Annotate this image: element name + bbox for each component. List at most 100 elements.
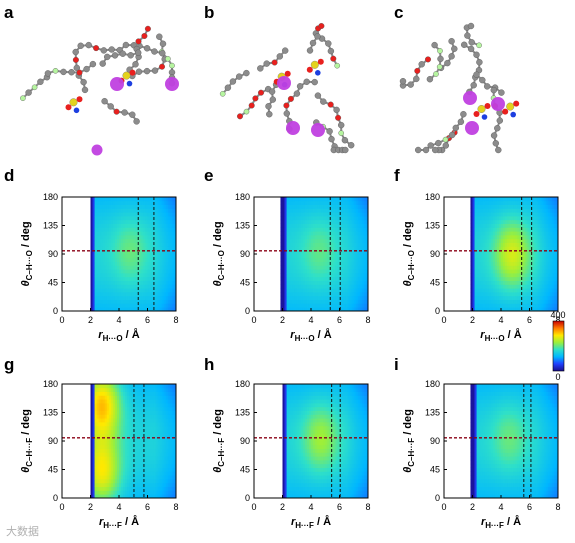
density-cell [131,448,134,453]
density-cell [517,295,520,300]
density-cell [155,299,159,304]
density-cell [317,250,320,255]
density-cell [337,231,340,236]
density-cell [351,280,355,285]
density-cell [503,231,506,236]
density-cell [90,467,93,472]
density-cell [112,216,116,221]
density-cell [535,200,539,205]
density-cell [553,223,557,228]
density-cell [163,299,167,304]
density-cell [106,463,110,468]
density-cell [110,227,114,232]
density-cell [102,246,106,251]
density-cell [141,456,144,461]
atom [296,83,304,90]
density-cell [353,204,357,209]
density-cell [317,208,320,213]
density-cell [327,208,330,213]
density-cell [121,414,124,419]
density-cell [280,280,283,285]
density-cell [496,269,500,274]
density-cell [339,219,342,224]
density-cell [333,254,336,259]
density-cell [121,288,124,293]
density-cell [284,197,287,202]
density-cell [555,250,559,255]
density-cell [100,425,104,430]
density-cell [125,288,128,293]
density-cell [171,273,175,278]
density-cell [108,238,112,243]
x-tick-label: 4 [308,315,313,325]
density-cell [476,295,480,300]
density-cell [353,254,357,259]
density-cell [333,200,336,205]
density-cell [347,269,351,274]
density-cell [90,387,93,392]
density-cell [323,223,326,228]
density-cell [553,276,557,281]
density-cell [116,486,120,491]
density-cell [313,284,316,289]
density-cell [333,280,336,285]
density-cell [511,242,514,247]
density-cell [304,276,308,281]
density-cell [549,212,553,217]
atom [452,124,459,132]
density-cell [102,441,106,446]
density-cell [527,200,530,205]
density-cell [543,307,547,312]
density-cell [327,246,330,251]
density-cell [331,303,334,308]
density-cell [104,200,108,205]
density-cell [531,295,534,300]
density-cell [294,223,298,228]
density-cell [361,200,365,205]
density-cell [302,280,306,285]
density-cell [503,254,506,259]
density-cell [525,288,528,293]
density-cell [535,257,539,262]
density-cell [127,490,130,495]
density-cell [337,246,340,251]
density-cell [476,227,480,232]
density-cell [317,254,320,259]
density-cell [337,227,340,232]
density-cell [102,456,106,461]
density-cell [137,384,140,389]
density-cell [125,212,128,217]
density-cell [539,284,543,289]
density-cell [167,219,171,224]
density-cell [294,265,298,270]
density-cell [106,208,110,213]
density-cell [100,284,104,289]
density-cell [480,269,484,274]
density-cell [311,254,314,259]
density-cell [100,441,104,446]
density-cell [341,227,344,232]
density-cell [288,231,292,236]
density-cell [116,444,120,449]
density-cell [94,467,98,472]
density-cell [527,246,530,251]
atom [133,118,140,125]
density-cell [533,242,537,247]
density-cell [155,265,159,270]
density-cell [141,227,144,232]
density-cell [139,418,142,423]
density-cell [482,303,486,308]
density-cell [349,261,353,266]
density-cell [98,460,102,465]
density-cell [319,284,322,289]
density-cell [494,204,498,209]
density-cell [523,246,526,251]
density-cell [129,269,132,274]
density-cell [531,223,534,228]
density-cell [501,200,504,205]
density-cell [480,261,484,266]
density-cell [106,448,110,453]
density-cell [157,295,161,300]
density-cell [474,216,477,221]
atom [31,84,38,91]
